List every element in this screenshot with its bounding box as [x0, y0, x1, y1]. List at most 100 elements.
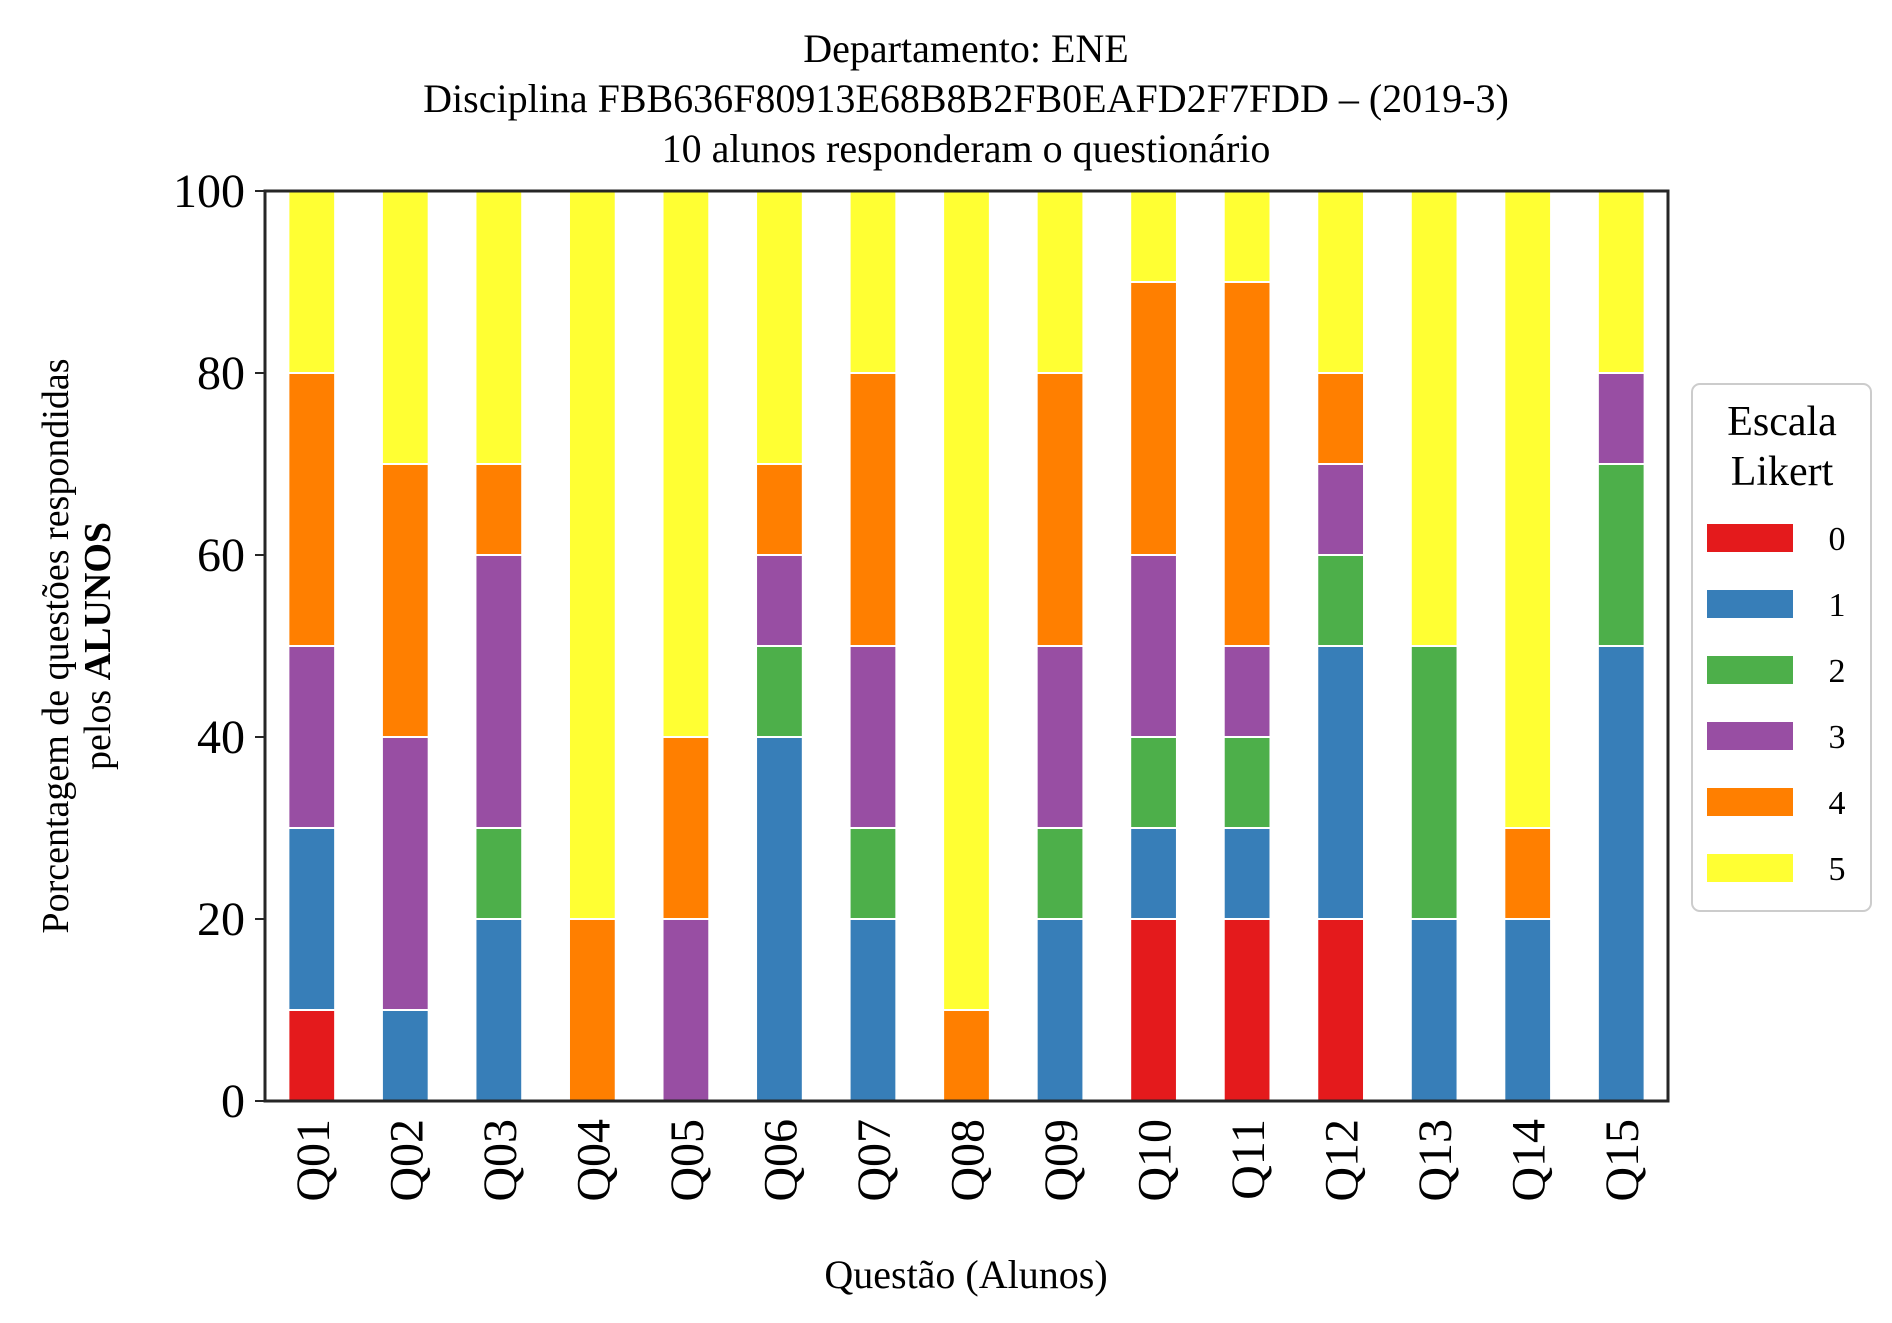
bar-segment-q11-scale-5 — [1222, 190, 1272, 283]
legend-swatch-3 — [1707, 722, 1793, 750]
bar-segment-q01-scale-1 — [287, 827, 337, 1011]
bar-segment-q07-scale-1 — [848, 918, 898, 1102]
bar-segment-q14-scale-1 — [1503, 918, 1553, 1102]
bar-segment-q14-scale-4 — [1503, 827, 1553, 920]
bar-segment-q02-scale-3 — [380, 736, 430, 1011]
legend-label-3: 3 — [1829, 719, 1846, 756]
legend-title-line-1: Escala — [1727, 399, 1837, 445]
x-tick-label: Q11 — [1222, 1119, 1275, 1200]
bar-segment-q01-scale-4 — [287, 372, 337, 647]
legend-label-0: 0 — [1829, 521, 1846, 558]
bar-segment-q09-scale-1 — [1035, 918, 1085, 1102]
y-tick-label: 80 — [197, 347, 245, 400]
bar-segment-q11-scale-2 — [1222, 736, 1272, 829]
x-tick-label: Q10 — [1129, 1119, 1182, 1202]
bar-segment-q13-scale-2 — [1409, 645, 1459, 920]
legend-frame — [1691, 383, 1872, 912]
y-tick-label: 20 — [197, 893, 245, 946]
bars-group — [287, 190, 1646, 1102]
x-tick-label: Q15 — [1596, 1119, 1649, 1202]
y-tick-label: 60 — [197, 529, 245, 582]
title-line-3: 10 alunos responderam o questionário — [662, 126, 1271, 171]
y-axis-label-line-2: pelos ALUNOS — [77, 522, 119, 770]
x-tick-label: Q08 — [942, 1119, 995, 1202]
bar-segment-q08-scale-5 — [942, 190, 991, 1011]
bar-segment-q10-scale-4 — [1129, 281, 1178, 556]
bar-segment-q11-scale-4 — [1222, 281, 1272, 647]
legend-label-5: 5 — [1829, 851, 1846, 888]
x-tick-label: Q07 — [848, 1119, 901, 1202]
y-axis-ticks: 0 20 40 60 80 100 — [173, 165, 265, 1128]
y-axis-label-line-1: Porcentagem de questões respondidas — [35, 358, 77, 933]
plot-frame — [263, 189, 1670, 1103]
bar-segment-q07-scale-3 — [848, 645, 898, 829]
bar-segment-q13-scale-5 — [1409, 190, 1459, 647]
bar-segment-q06-scale-2 — [755, 645, 804, 738]
bar-segment-q02-scale-4 — [380, 463, 430, 738]
bar-segment-q15-scale-5 — [1596, 190, 1646, 374]
bar-segment-q06-scale-5 — [755, 190, 804, 465]
bar-segment-q06-scale-4 — [755, 463, 804, 556]
bar-segment-q07-scale-5 — [848, 190, 898, 374]
bar-segment-q12-scale-2 — [1316, 554, 1366, 647]
legend-swatch-1 — [1707, 590, 1793, 618]
bar-segment-q05-scale-5 — [661, 190, 711, 738]
bar-segment-q06-scale-1 — [755, 736, 804, 1102]
x-tick-label: Q06 — [754, 1119, 807, 1202]
bar-segment-q01-scale-5 — [287, 190, 337, 374]
bar-segment-q01-scale-0 — [287, 1009, 337, 1102]
x-axis-ticks: Q01 Q02 Q03 Q04 Q05 Q06 Q07 Q08 Q09 Q10 Q11 Q12 Q13 Q… — [287, 1119, 1649, 1202]
bar-segment-q03-scale-4 — [474, 463, 524, 556]
legend-swatch-4 — [1707, 788, 1793, 816]
x-tick-label: Q02 — [380, 1119, 433, 1202]
legend-swatch-5 — [1707, 854, 1793, 882]
bar-segment-q15-scale-3 — [1596, 372, 1646, 465]
bar-segment-q12-scale-3 — [1316, 463, 1366, 556]
bar-segment-q03-scale-3 — [474, 554, 524, 829]
legend-label-4: 4 — [1829, 785, 1846, 822]
y-axis-label-bold: ALUNOS — [77, 522, 119, 680]
bar-segment-q13-scale-1 — [1409, 918, 1459, 1102]
x-axis-label: Questão (Alunos) — [824, 1252, 1107, 1297]
bar-segment-q02-scale-1 — [380, 1009, 430, 1102]
bar-segment-q10-scale-3 — [1129, 554, 1178, 738]
title-line-2: Disciplina FBB636F80913E68B8B2FB0EAFD2F7… — [423, 76, 1509, 121]
x-tick-label: Q14 — [1503, 1119, 1556, 1202]
bar-segment-q03-scale-1 — [474, 918, 524, 1102]
x-tick-label: Q12 — [1316, 1119, 1369, 1202]
bar-segment-q03-scale-5 — [474, 190, 524, 465]
title-line-1: Departamento: ENE — [803, 26, 1128, 71]
bar-segment-q12-scale-4 — [1316, 372, 1366, 465]
bar-segment-q01-scale-3 — [287, 645, 337, 829]
bar-segment-q10-scale-0 — [1129, 918, 1178, 1102]
bar-segment-q04-scale-4 — [567, 918, 617, 1102]
bar-segment-q10-scale-5 — [1129, 190, 1178, 283]
x-tick-label: Q01 — [287, 1119, 340, 1202]
x-tick-label: Q05 — [661, 1119, 714, 1202]
bar-segment-q15-scale-2 — [1596, 463, 1646, 647]
bar-segment-q10-scale-1 — [1129, 827, 1178, 920]
bar-segment-q09-scale-4 — [1035, 372, 1085, 647]
bar-segment-q12-scale-0 — [1316, 918, 1366, 1102]
bar-segment-q03-scale-2 — [474, 827, 524, 920]
bar-segment-q12-scale-1 — [1316, 645, 1366, 920]
legend-items: 0 1 2 3 4 5 — [1707, 521, 1846, 888]
bar-segment-q09-scale-5 — [1035, 190, 1085, 374]
y-tick-label: 100 — [173, 165, 245, 218]
bar-segment-q15-scale-1 — [1596, 645, 1646, 1102]
y-axis-label: Porcentagem de questões respondidas pelo… — [35, 358, 119, 933]
bar-segment-q14-scale-5 — [1503, 190, 1553, 829]
bar-segment-q11-scale-3 — [1222, 645, 1272, 738]
x-tick-label: Q09 — [1035, 1119, 1088, 1202]
bar-segment-q09-scale-3 — [1035, 645, 1085, 829]
y-axis-label-prefix: pelos — [77, 680, 119, 770]
legend-label-2: 2 — [1829, 653, 1846, 690]
x-tick-label: Q13 — [1409, 1119, 1462, 1202]
bar-segment-q10-scale-2 — [1129, 736, 1178, 829]
bar-segment-q02-scale-5 — [380, 190, 430, 465]
legend: Escala Likert 0 1 2 3 4 5 — [1691, 383, 1872, 912]
bar-segment-q05-scale-3 — [661, 918, 711, 1102]
legend-label-1: 1 — [1829, 587, 1846, 624]
bar-segment-q06-scale-3 — [755, 554, 804, 647]
